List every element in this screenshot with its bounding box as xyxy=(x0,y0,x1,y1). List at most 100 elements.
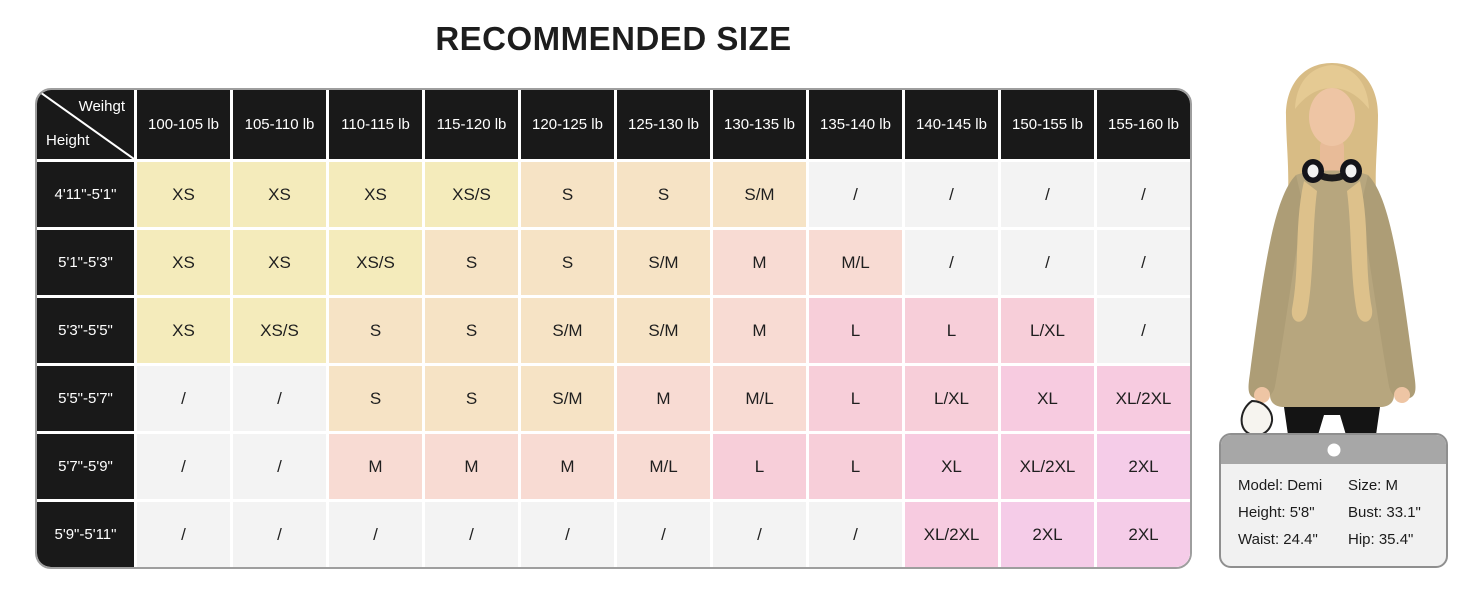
model-face xyxy=(1309,88,1355,146)
size-cell: / xyxy=(809,502,902,567)
size-cell: M xyxy=(425,434,518,499)
size-cell: S xyxy=(425,366,518,431)
page-title: RECOMMENDED SIZE xyxy=(435,20,792,57)
weight-header-cell: 100-105 lb xyxy=(137,90,230,159)
size-cell: XS xyxy=(233,162,326,227)
height-row-label: 5'1"-5'3" xyxy=(37,230,134,295)
size-cell: / xyxy=(905,162,998,227)
weight-header-cell: 105-110 lb xyxy=(233,90,326,159)
size-cell: M xyxy=(521,434,614,499)
size-cell: / xyxy=(617,502,710,567)
size-cell: XL xyxy=(905,434,998,499)
size-cell: XS xyxy=(329,162,422,227)
table-corner-cell: Weihgt Height xyxy=(37,90,134,159)
size-table-grid: Weihgt Height 100-105 lb 105-110 lb 110-11… xyxy=(37,90,1190,567)
weight-header-cell: 140-145 lb xyxy=(905,90,998,159)
size-cell: S/M xyxy=(521,298,614,363)
model-bangs xyxy=(1295,65,1369,109)
size-cell: S/M xyxy=(617,298,710,363)
card-header-band xyxy=(1221,435,1446,464)
size-cell: / xyxy=(1097,298,1190,363)
model-top-left-sleeve xyxy=(1248,175,1304,400)
size-cell: S/M xyxy=(713,162,806,227)
size-cell: 2XL xyxy=(1097,434,1190,499)
headphones-right-cup-pad xyxy=(1345,164,1357,178)
model-hip-value: Hip: 35.4" xyxy=(1348,531,1414,548)
size-cell: M xyxy=(713,230,806,295)
size-cell: L xyxy=(713,434,806,499)
size-cell: S xyxy=(329,366,422,431)
size-cell: XL/2XL xyxy=(1001,434,1094,499)
size-cell: S/M xyxy=(521,366,614,431)
weight-header-cell: 155-160 lb xyxy=(1097,90,1190,159)
size-cell: XL xyxy=(1001,366,1094,431)
height-row-label: 5'5"-5'7" xyxy=(37,366,134,431)
card-body: Model: Demi Size: M Height: 5'8" Bust: 3… xyxy=(1221,464,1446,548)
model-hair-front-left xyxy=(1291,181,1317,322)
size-cell: S xyxy=(521,162,614,227)
diagonal-divider-line xyxy=(37,90,134,159)
size-cell: XS xyxy=(137,298,230,363)
size-cell: M/L xyxy=(809,230,902,295)
height-row-label: 5'3"-5'5" xyxy=(37,298,134,363)
size-cell: / xyxy=(425,502,518,567)
weight-header-cell: 110-115 lb xyxy=(329,90,422,159)
size-cell: / xyxy=(809,162,902,227)
size-cell: L xyxy=(809,434,902,499)
weight-header-cell: 125-130 lb xyxy=(617,90,710,159)
size-cell: / xyxy=(1097,162,1190,227)
model-hair-front-right xyxy=(1347,181,1373,322)
size-cell: M xyxy=(713,298,806,363)
size-cell: XL/2XL xyxy=(905,502,998,567)
model-photo xyxy=(1240,63,1416,436)
corner-height-label: Height xyxy=(46,132,90,149)
weight-header-cell: 120-125 lb xyxy=(521,90,614,159)
model-right-hand xyxy=(1394,387,1410,403)
size-cell: / xyxy=(137,434,230,499)
size-cell: S xyxy=(617,162,710,227)
size-cell: L xyxy=(905,298,998,363)
size-cell: / xyxy=(233,502,326,567)
size-cell: / xyxy=(521,502,614,567)
size-cell: XS/S xyxy=(233,298,326,363)
weight-header-cell: 130-135 lb xyxy=(713,90,806,159)
size-cell: L/XL xyxy=(1001,298,1094,363)
size-cell: XS/S xyxy=(425,162,518,227)
model-info-card: Model: Demi Size: M Height: 5'8" Bust: 3… xyxy=(1219,433,1448,568)
size-cell: S xyxy=(425,230,518,295)
size-cell: / xyxy=(905,230,998,295)
size-cell: XS xyxy=(137,162,230,227)
size-cell: S/M xyxy=(617,230,710,295)
height-row-label: 5'7"-5'9" xyxy=(37,434,134,499)
size-cell: M/L xyxy=(713,366,806,431)
model-neck xyxy=(1320,137,1344,173)
size-cell: / xyxy=(1001,162,1094,227)
height-row-label: 5'9"-5'11" xyxy=(37,502,134,567)
size-chart-table: Weihgt Height 100-105 lb 105-110 lb 110-11… xyxy=(35,88,1192,569)
size-cell: M/L xyxy=(617,434,710,499)
size-cell: / xyxy=(1001,230,1094,295)
size-cell: XL/2XL xyxy=(1097,366,1190,431)
size-cell: / xyxy=(713,502,806,567)
model-name-value: Model: Demi xyxy=(1238,477,1323,494)
size-cell: S xyxy=(329,298,422,363)
size-cell: / xyxy=(233,434,326,499)
size-cell: / xyxy=(329,502,422,567)
headphones-left-cup-pad xyxy=(1307,164,1319,178)
size-cell: / xyxy=(137,502,230,567)
size-cell: 2XL xyxy=(1001,502,1094,567)
size-cell: S xyxy=(521,230,614,295)
size-cell: / xyxy=(137,366,230,431)
corner-weight-label: Weihgt xyxy=(78,98,125,115)
weight-header-cell: 115-120 lb xyxy=(425,90,518,159)
model-waist-value: Waist: 24.4" xyxy=(1238,531,1318,548)
weight-header-cell: 135-140 lb xyxy=(809,90,902,159)
size-cell: / xyxy=(1097,230,1190,295)
model-left-hand xyxy=(1254,387,1270,403)
white-bag xyxy=(1240,399,1274,436)
size-cell: L xyxy=(809,298,902,363)
size-cell: XS xyxy=(233,230,326,295)
model-height-value: Height: 5'8" xyxy=(1238,504,1315,521)
size-cell: 2XL xyxy=(1097,502,1190,567)
model-top-right-sleeve xyxy=(1360,175,1416,400)
